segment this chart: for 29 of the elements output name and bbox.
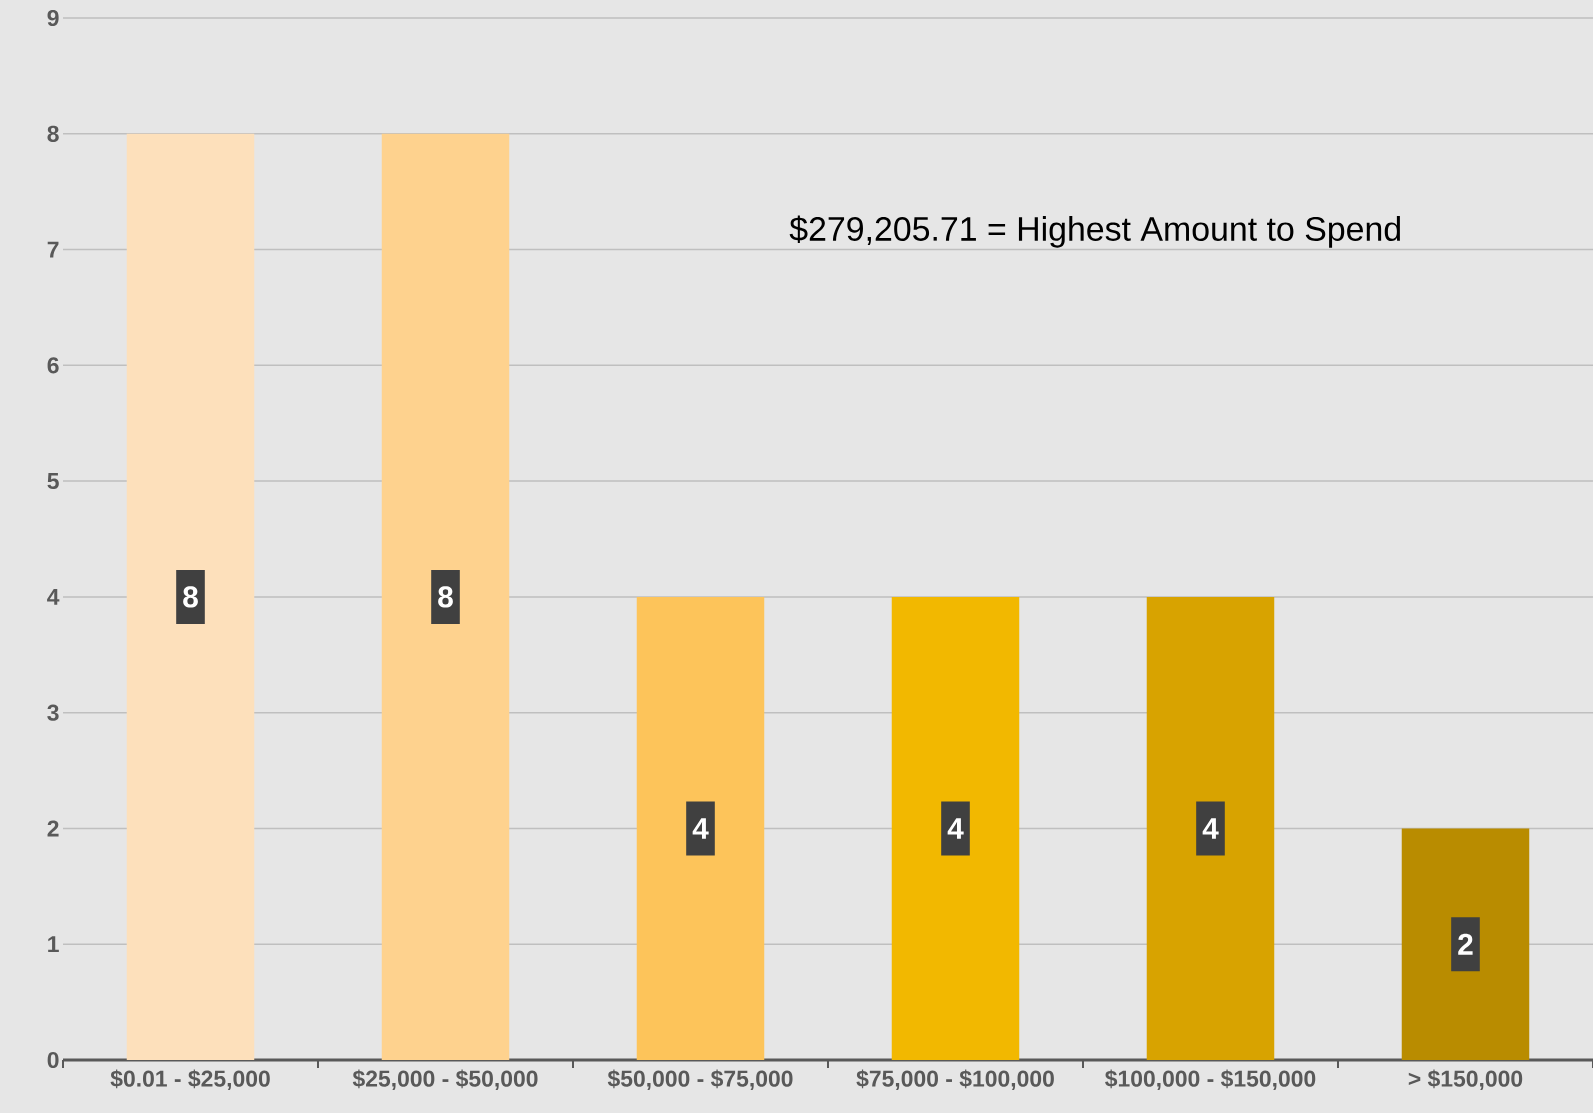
y-tick-label: 8	[47, 125, 59, 142]
bar	[636, 596, 765, 1060]
data-label: 8	[183, 586, 198, 608]
y-tick-label: 5	[47, 473, 59, 490]
y-tick-label: 2	[47, 820, 59, 837]
data-label: 4	[1202, 818, 1219, 839]
x-tick-label: $100,000 - $150,000	[1105, 1069, 1316, 1091]
bar	[891, 596, 1020, 1060]
y-tick-label: 4	[47, 589, 60, 605]
x-tick-label: $75,000 - $100,000	[856, 1069, 1054, 1091]
annotation: $279,205.71 = Highest Amount to Spend	[789, 215, 1400, 248]
data-label: 2	[1458, 933, 1473, 955]
y-tick-label: 1	[48, 936, 59, 953]
x-tick-label: $25,000 - $50,000	[352, 1069, 538, 1091]
bar	[1146, 596, 1275, 1060]
bar	[381, 133, 510, 1060]
data-label: 4	[692, 818, 709, 839]
data-label: 4	[947, 818, 964, 839]
y-tick-label: 3	[47, 704, 59, 721]
x-tick-label: > $150,000	[1408, 1069, 1523, 1091]
data-label: 8	[438, 586, 453, 608]
x-tick-label: $50,000 - $75,000	[607, 1069, 793, 1091]
y-tick-label: 7	[47, 241, 59, 258]
bar	[126, 133, 255, 1060]
bar	[1401, 828, 1530, 1060]
y-tick-label: 0	[47, 1051, 59, 1069]
x-tick-label: $0.01 - $25,000	[110, 1069, 270, 1091]
y-tick-label: 6	[47, 357, 59, 374]
y-tick-label: 9	[47, 9, 59, 27]
